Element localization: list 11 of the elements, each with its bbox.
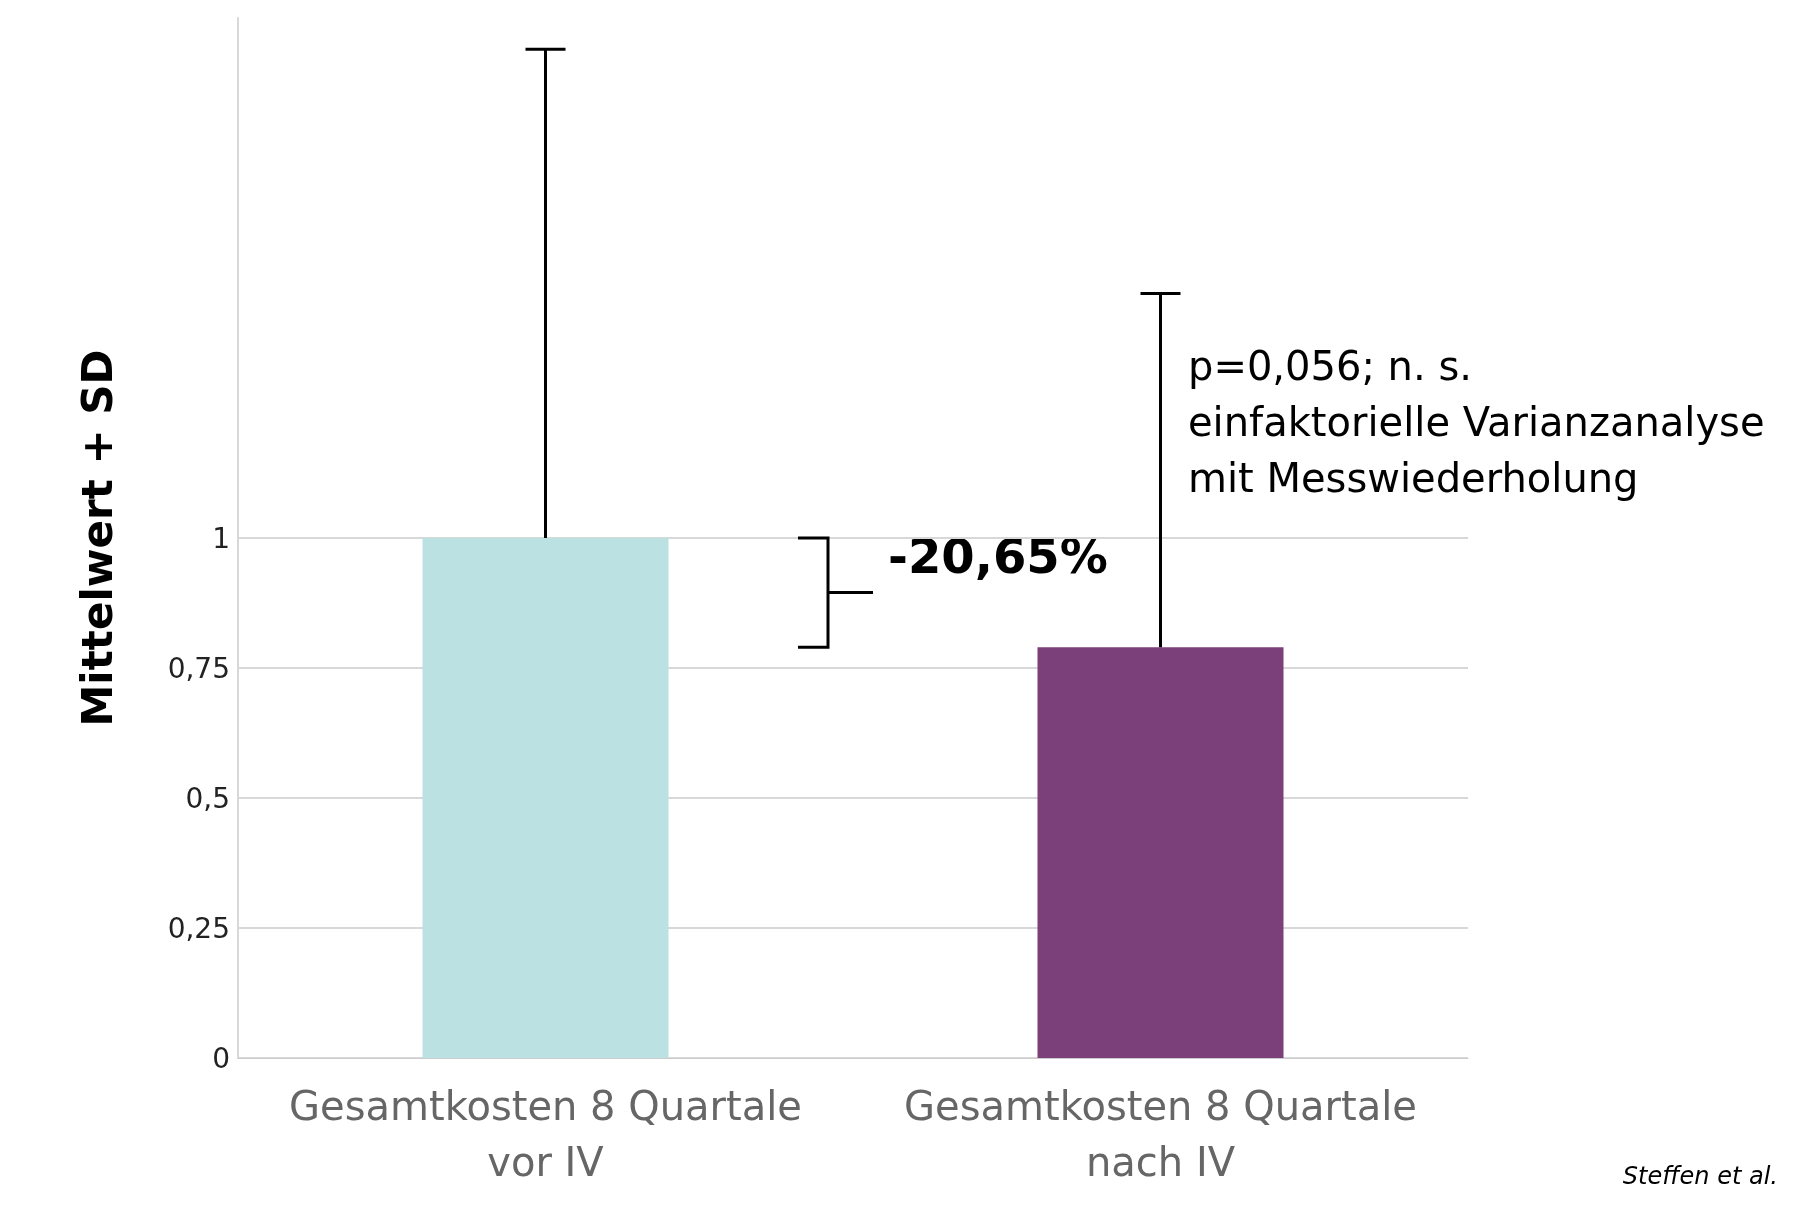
y-tick-label: 1 bbox=[212, 521, 230, 555]
annotation: -20,65% bbox=[888, 528, 1108, 584]
y-tick-label: 0,75 bbox=[167, 651, 230, 685]
y-axis-title: Mittelwert + SD bbox=[72, 349, 122, 727]
y-tick-label: 0,25 bbox=[167, 911, 230, 945]
x-tick-label: Gesamtkosten 8 Quartale nach IV bbox=[904, 1083, 1417, 1185]
text: Steffen et al. bbox=[1622, 1162, 1779, 1190]
y-tick-label: 0,5 bbox=[185, 781, 230, 815]
x-tick-label: Gesamtkosten 8 Quartale vor IV bbox=[289, 1083, 802, 1185]
y-tick-label: 0 bbox=[212, 1041, 230, 1075]
annotation: p=0,056; n. s. einfaktorielle Varianzanalyse mit Messwiederholung bbox=[1188, 343, 1765, 501]
